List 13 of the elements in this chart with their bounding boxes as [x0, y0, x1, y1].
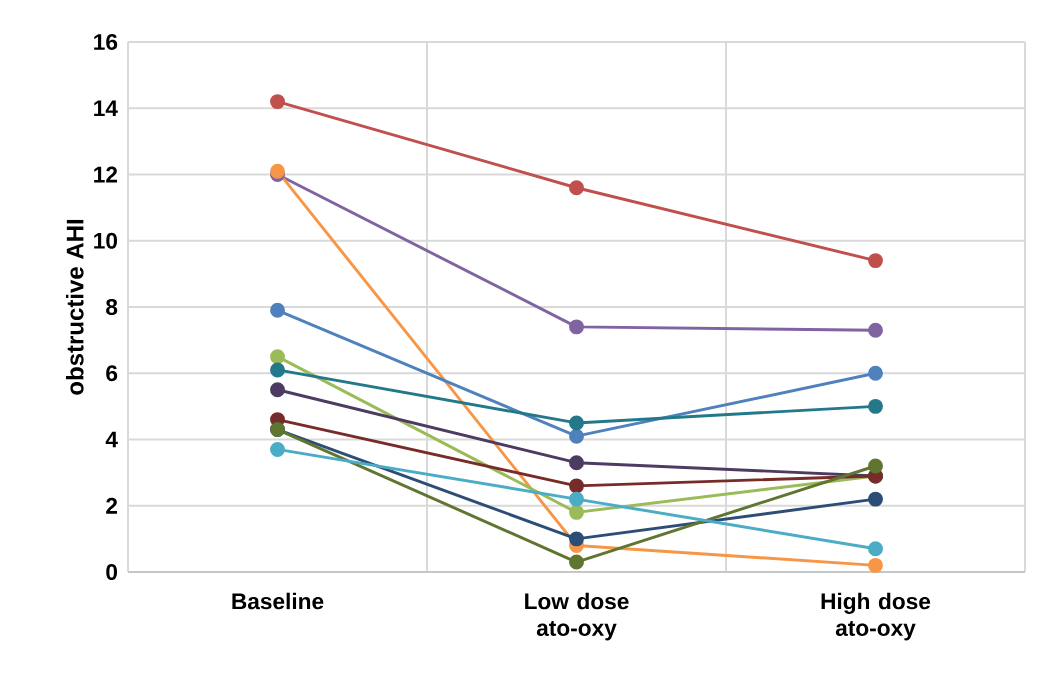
- x-tick-label: High dose ato-oxy: [821, 592, 931, 641]
- x-tick-label: Baseline: [232, 592, 324, 610]
- y-tick-label: 8: [106, 298, 118, 316]
- y-tick-label: 16: [94, 33, 118, 51]
- y-tick-label: 10: [94, 232, 118, 249]
- x-tick-label: Low dose ato-oxy: [525, 592, 629, 641]
- y-axis-title: obstructive AHI: [65, 219, 84, 395]
- y-tick-label: 0: [106, 563, 118, 581]
- y-tick-label: 14: [94, 100, 118, 117]
- y-tick-label: 4: [105, 431, 118, 448]
- y-tick-label: 2: [106, 497, 118, 514]
- y-tick-label: 12: [94, 166, 118, 183]
- y-tick-label: 6: [106, 365, 118, 382]
